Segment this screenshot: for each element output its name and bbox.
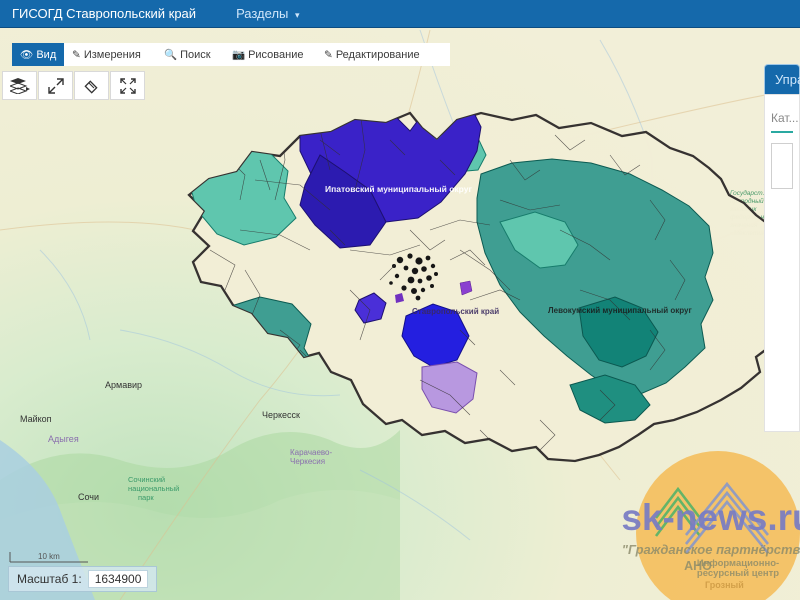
svg-text:Черкесия: Черкесия (290, 457, 325, 466)
svg-text:Майкоп: Майкоп (20, 414, 52, 424)
svg-text:Ипатовский муниципальный округ: Ипатовский муниципальный округ (325, 184, 472, 194)
svg-text:Армавир: Армавир (105, 380, 142, 390)
svg-text:национальный: национальный (128, 484, 179, 493)
svg-text:Ставропольский край: Ставропольский край (412, 307, 499, 316)
svg-text:Черкесск: Черкесск (262, 410, 300, 420)
svg-text:Сочинский: Сочинский (128, 475, 165, 484)
svg-text:Грозный: Грозный (705, 580, 744, 590)
svg-text:Сочи: Сочи (78, 492, 99, 502)
svg-text:Карачаево-: Карачаево- (290, 448, 333, 457)
svg-text:Адыгея: Адыгея (48, 434, 79, 444)
svg-text:Государст.: Государст. (730, 189, 765, 197)
svg-text:парк: парк (138, 493, 154, 502)
svg-text:10 km: 10 km (38, 552, 60, 561)
